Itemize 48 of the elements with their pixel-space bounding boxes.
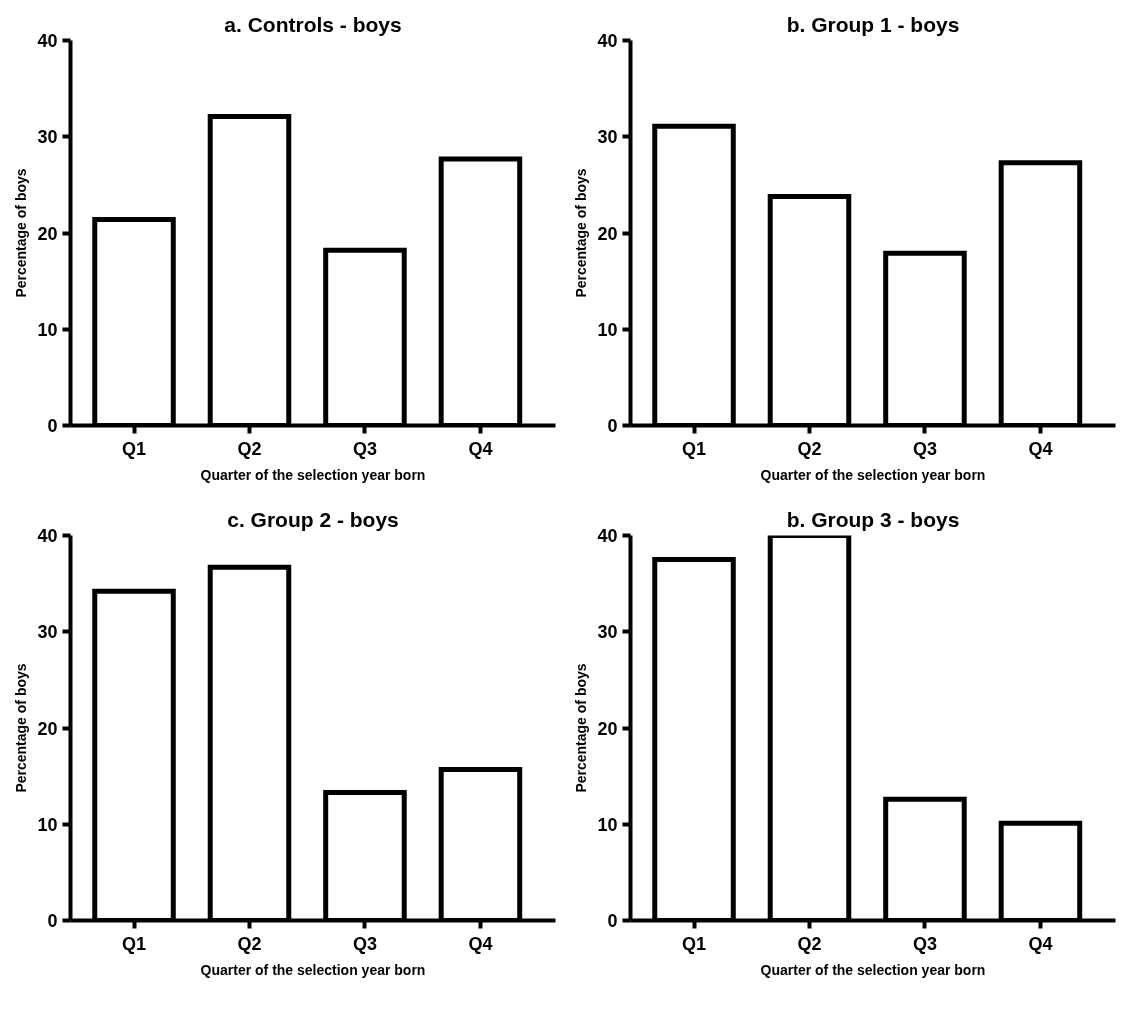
- chart-title: b. Group 1 - boys: [786, 12, 960, 36]
- x-axis-title: Quarter of the selection year born: [760, 466, 986, 483]
- x-tick-label: Q4: [1028, 438, 1053, 459]
- x-tick-label: Q1: [122, 933, 147, 954]
- x-tick-label: Q2: [797, 438, 822, 459]
- y-tick-label: 30: [597, 622, 618, 643]
- x-tick-label: Q1: [122, 438, 147, 459]
- x-axis-title: Quarter of the selection year born: [760, 961, 986, 978]
- y-tick-label: 40: [597, 31, 618, 51]
- y-tick-label: 0: [47, 911, 58, 931]
- x-tick-label: Q3: [912, 933, 937, 954]
- y-tick-label: 30: [37, 127, 58, 148]
- x-tick-label: Q4: [468, 438, 493, 459]
- y-tick-label: 30: [37, 622, 58, 643]
- y-tick-label: 10: [597, 814, 618, 835]
- y-tick-label: 40: [37, 526, 58, 546]
- x-tick-label: Q2: [237, 933, 262, 954]
- y-tick-label: 0: [607, 416, 618, 436]
- y-axis-title: Percentage of boys: [13, 663, 30, 793]
- x-tick-label: Q3: [352, 933, 377, 954]
- x-tick-label: Q4: [1028, 933, 1053, 954]
- y-tick-label: 10: [597, 319, 618, 340]
- y-tick-label: 20: [597, 718, 618, 739]
- y-tick-label: 30: [597, 127, 618, 148]
- x-tick-label: Q1: [682, 933, 707, 954]
- y-axis-title: Percentage of boys: [573, 663, 590, 793]
- y-tick-label: 40: [597, 526, 618, 546]
- chart-title: a. Controls - boys: [224, 12, 402, 36]
- y-tick-label: 0: [47, 416, 58, 436]
- x-tick-label: Q2: [237, 438, 262, 459]
- x-tick-label: Q1: [682, 438, 707, 459]
- y-tick-label: 20: [37, 718, 58, 739]
- x-axis-title: Quarter of the selection year born: [200, 961, 426, 978]
- y-tick-label: 20: [597, 223, 618, 244]
- x-tick-label: Q2: [797, 933, 822, 954]
- y-tick-label: 20: [37, 223, 58, 244]
- x-tick-label: Q3: [912, 438, 937, 459]
- y-tick-label: 0: [607, 911, 618, 931]
- chart-title: c. Group 2 - boys: [227, 507, 399, 531]
- y-tick-label: 10: [37, 319, 58, 340]
- x-tick-label: Q4: [468, 933, 493, 954]
- chart-title: b. Group 3 - boys: [786, 507, 960, 531]
- y-tick-label: 10: [37, 814, 58, 835]
- y-axis-title: Percentage of boys: [573, 168, 590, 298]
- x-tick-label: Q3: [352, 438, 377, 459]
- y-axis-title: Percentage of boys: [13, 168, 30, 298]
- x-axis-title: Quarter of the selection year born: [200, 466, 426, 483]
- y-tick-label: 40: [37, 31, 58, 51]
